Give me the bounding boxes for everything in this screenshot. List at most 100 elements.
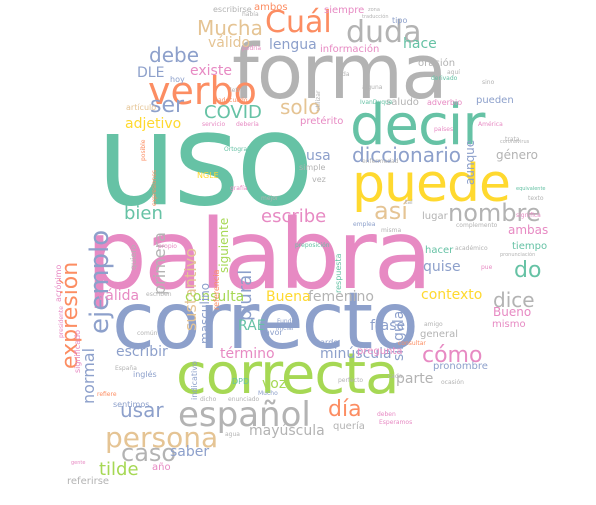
word-zona: zona xyxy=(368,7,380,13)
word-duda: duda xyxy=(346,15,422,50)
word-ejemplo: ejemplo xyxy=(85,229,115,334)
word-pueden: pueden xyxy=(476,95,514,106)
word-bueno: Bueno xyxy=(493,305,532,319)
word-correcta: correcta xyxy=(176,342,399,407)
word-preposicion: preposición xyxy=(295,242,330,249)
word-perfecto: perfecto xyxy=(338,377,364,384)
word-vez: vez xyxy=(312,175,326,184)
word-america: América xyxy=(478,121,503,128)
word-esperamos: Esperamos xyxy=(379,419,413,426)
word-utilizar: utilizar xyxy=(315,90,322,111)
word-pronunciacion: pronunciación xyxy=(500,252,536,258)
word-debe: debe xyxy=(149,43,199,67)
word-normal: normal xyxy=(79,347,98,404)
word-complemento: complemento xyxy=(456,222,498,229)
word-siguiente: siguiente xyxy=(217,217,231,273)
word-parte: parte xyxy=(396,371,434,387)
word-emplea: emplea xyxy=(353,221,376,228)
word-tarde: tarde xyxy=(317,338,339,347)
word-misma: misma xyxy=(381,227,402,234)
word-pronombre: pronombre xyxy=(433,361,488,372)
word-refiere: refiere xyxy=(97,391,117,398)
word-tal: tal xyxy=(405,199,413,206)
word-mayuscula: mayúscula xyxy=(249,423,325,439)
word-enunciado: enunciado xyxy=(228,396,260,403)
word-dice: dice xyxy=(493,288,535,312)
word-articulo: artículo xyxy=(126,103,157,112)
word-significado: significado xyxy=(73,329,82,373)
word-escribir: escribir xyxy=(116,344,168,360)
word-ngle: NGLE xyxy=(197,171,219,180)
word-cada: cada xyxy=(388,373,403,380)
word-ambos: ambos xyxy=(254,2,288,13)
word-do: do xyxy=(514,258,542,283)
word-referencia: referencia xyxy=(212,269,221,310)
word-mismo: mismo xyxy=(492,319,526,330)
word-verbo: verbo xyxy=(148,69,257,113)
word-derivado: derivado xyxy=(431,75,458,82)
word-cual: Cuál xyxy=(265,5,332,40)
word-correcto: correcto xyxy=(112,277,419,367)
word-quiero: quiero xyxy=(129,244,138,270)
word-quise: quise xyxy=(423,259,461,275)
word-genero: género xyxy=(496,148,538,162)
word-texto: texto xyxy=(528,195,544,202)
word-agua: agua xyxy=(225,431,240,438)
word-mucho: Mucho xyxy=(258,390,278,397)
word-ser: ser xyxy=(150,93,185,118)
word-consulta: consulta xyxy=(185,289,245,305)
word-espanol: español xyxy=(178,395,311,435)
word-grafia: grafía xyxy=(230,185,248,192)
word-respuesta: respuesta xyxy=(334,253,343,293)
word-frase: frase xyxy=(370,318,406,334)
word-posible: posible xyxy=(140,139,147,161)
word-inicial: inicial xyxy=(276,325,294,332)
word-presidente: presidente xyxy=(58,306,65,338)
word-masculino: masculino xyxy=(198,282,212,344)
word-preterito: pretérito xyxy=(300,116,344,127)
word-ingles: inglés xyxy=(133,370,157,379)
word-solo: solo xyxy=(280,95,321,119)
word-consultar: consultar xyxy=(398,340,426,347)
word-servicio: servicio xyxy=(202,121,226,128)
word-espana: España xyxy=(115,365,137,372)
word-como: cómo xyxy=(422,343,483,368)
word-paises: países xyxy=(434,126,454,133)
word-forma: forma xyxy=(232,27,448,116)
word-acronimo: acrónimo xyxy=(54,264,63,302)
word-decir: decir xyxy=(350,93,485,158)
word-enfermedad: enfermedad xyxy=(362,158,399,165)
word-rae: RAE xyxy=(238,318,266,334)
word-bien: bien xyxy=(124,203,163,224)
word-puede: puede xyxy=(352,154,511,214)
word-deberia: debería xyxy=(236,121,259,128)
word-pue: pue xyxy=(481,264,493,271)
word-adverbio: adverbio xyxy=(427,98,463,107)
word-sentimos: sentimos xyxy=(113,400,150,409)
word-referirse: referirse xyxy=(67,476,110,487)
word-sino: sino xyxy=(482,79,495,86)
word-diccionario: diccionario xyxy=(352,143,461,167)
word-tilde: tilde xyxy=(99,459,139,480)
word-coronavirus: coronavirus xyxy=(500,139,530,145)
word-alguna: alguna xyxy=(362,84,383,91)
word-palabra: palabra xyxy=(86,199,432,311)
word-adjetivo: adjetivo xyxy=(125,116,182,132)
word-indicativo: indicativo xyxy=(190,361,199,400)
word-ivanduque: IvanDuque xyxy=(360,99,393,106)
word-podria: podría xyxy=(242,45,262,52)
word-termino: término xyxy=(220,346,275,362)
word-equivalente: equivalente xyxy=(516,186,546,192)
word-significa: significa xyxy=(516,212,541,219)
word-favor: favor xyxy=(262,328,283,337)
word-nombre: nombre xyxy=(448,199,541,227)
word-expresiones: expresiones xyxy=(151,169,158,206)
word-contexto: contexto xyxy=(421,287,483,303)
word-propio: propio xyxy=(158,243,177,250)
word-ortografia: Ortografía xyxy=(224,146,255,153)
word-escribirse: escribirse xyxy=(213,5,252,14)
word-valida: válida xyxy=(97,288,140,304)
word-toda: toda xyxy=(336,71,350,78)
word-siempre: siempre xyxy=(324,5,365,16)
